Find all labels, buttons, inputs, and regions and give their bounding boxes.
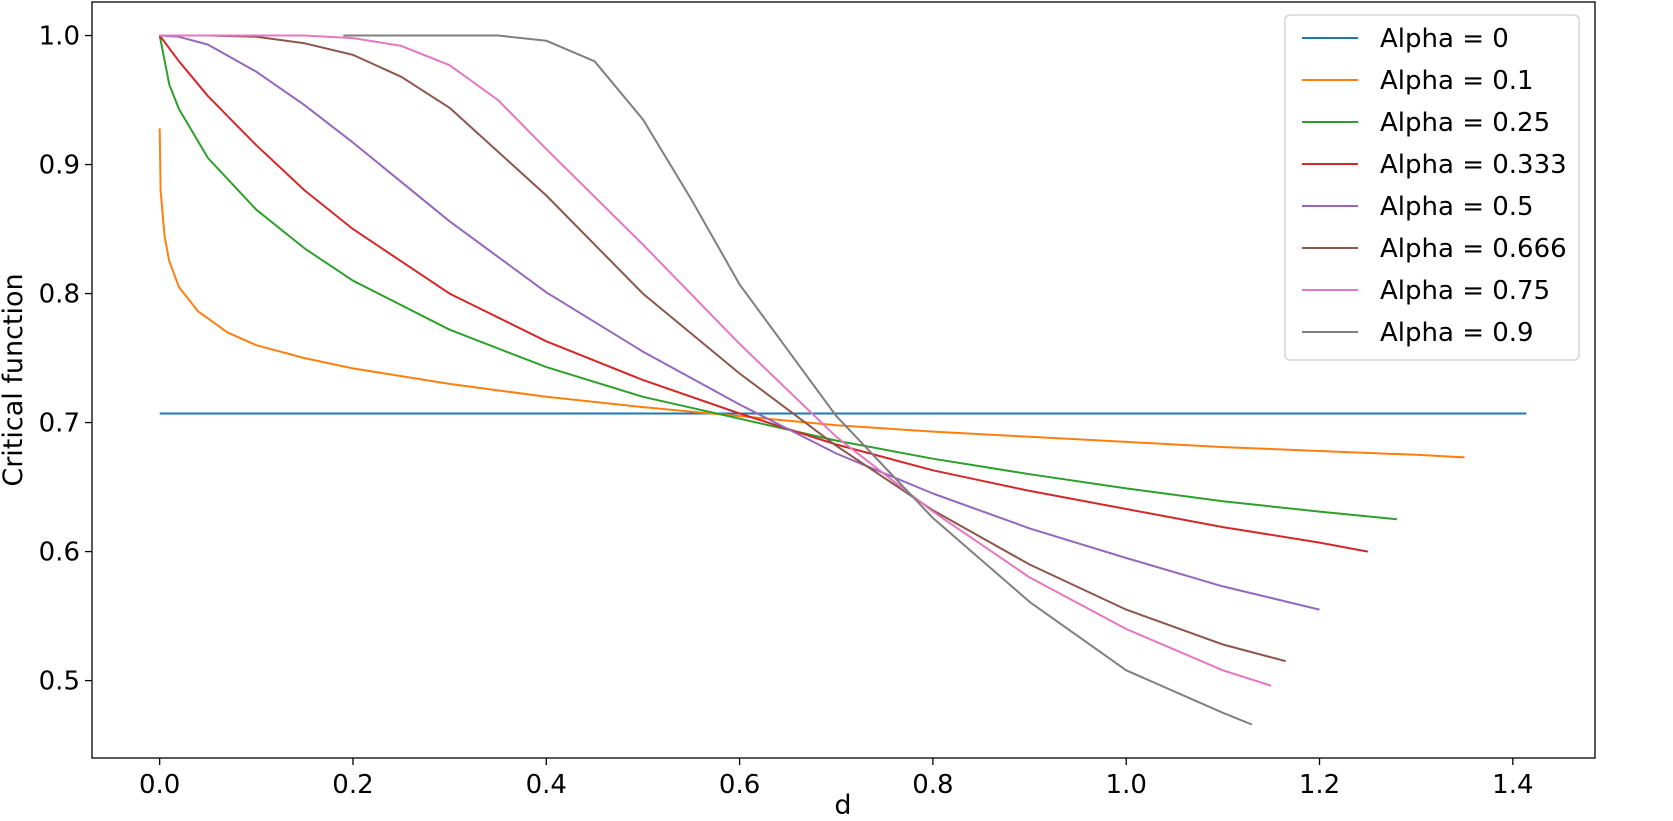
legend-label-1: Alpha = 0.1 (1380, 66, 1534, 96)
x-axis-label: d (834, 790, 851, 821)
y-tick-label: 0.7 (39, 409, 80, 439)
series-line-2 (158, 35, 1397, 521)
x-axis: 0.0 0.2 0.4 0.6 0.8 1.0 1.2 1.4 (139, 758, 1534, 800)
series-line-4 (159, 34, 1320, 611)
x-tick-label: 0.0 (139, 770, 180, 800)
legend-label-2: Alpha = 0.25 (1380, 108, 1550, 138)
y-tick-label: 0.9 (39, 151, 80, 181)
series-line-7 (343, 34, 1253, 726)
series-line-6 (159, 34, 1272, 687)
x-tick-label: 1.2 (1299, 770, 1340, 800)
legend-label-4: Alpha = 0.5 (1380, 192, 1534, 222)
legend-box (1284, 14, 1580, 361)
y-tick-label: 0.5 (39, 667, 80, 697)
legend-label-5: Alpha = 0.666 (1380, 234, 1567, 264)
x-tick-label: 1.0 (1106, 770, 1147, 800)
series-line-3 (158, 34, 1369, 553)
x-tick-label: 0.8 (912, 770, 953, 800)
x-tick-label: 0.6 (719, 770, 760, 800)
legend-label-7: Alpha = 0.9 (1380, 318, 1534, 348)
y-axis: 0.5 0.6 0.7 0.8 0.9 1.0 (39, 22, 92, 697)
x-tick-label: 1.4 (1492, 770, 1533, 800)
legend-label-3: Alpha = 0.333 (1380, 150, 1567, 180)
series-layer (158, 34, 1527, 726)
legend-label-6: Alpha = 0.75 (1380, 276, 1550, 306)
y-tick-label: 0.8 (39, 280, 80, 310)
legend: Alpha = 0 Alpha = 0.1 Alpha = 0.25 Alpha = … (1284, 14, 1580, 361)
y-tick-label: 1.0 (39, 22, 80, 52)
plot-frame (91, 1, 1596, 759)
x-tick-label: 0.2 (332, 770, 373, 800)
legend-label-0: Alpha = 0 (1380, 24, 1509, 54)
y-axis-label: Critical function (0, 273, 29, 486)
series-line-1 (158, 128, 1465, 459)
x-tick-label: 0.4 (526, 770, 567, 800)
series-line-5 (159, 34, 1286, 663)
y-tick-label: 0.6 (39, 538, 80, 568)
